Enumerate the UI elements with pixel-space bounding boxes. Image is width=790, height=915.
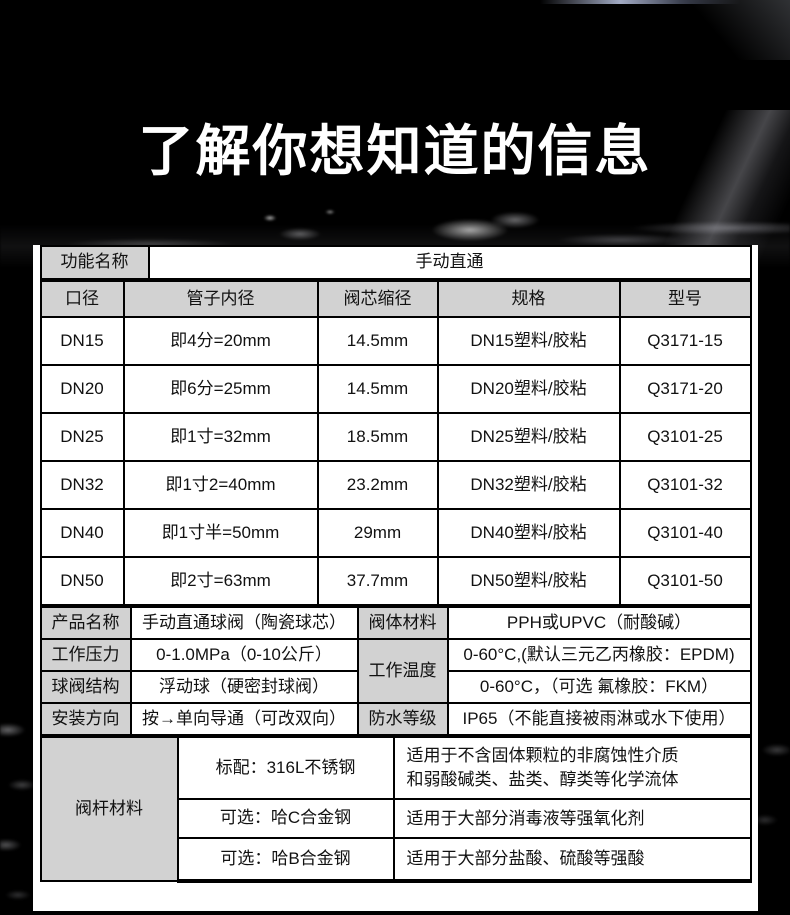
- cell-pipe-inner-diameter: 即1寸=32mm: [122, 412, 319, 462]
- row-install-direction: 安装方向 按→单向导通（可改双向） 防水等级 IP65（不能直接被雨淋或水下使用…: [39, 702, 752, 736]
- row-stem-optional-c: 可选：哈C合金钢 适用于大部分消毒液等强氧化剂: [41, 798, 752, 839]
- direction-value: 按→单向导通（可改双向）: [129, 702, 359, 736]
- water-glint-top-edge: [540, 0, 740, 4]
- structure-value: 浮动球（硬密封球阀）: [129, 670, 359, 704]
- function-name-value: 手动直通: [147, 245, 752, 280]
- cell-caliber: DN20: [39, 364, 125, 414]
- row-stem-standard: 阀杆材料 标配：316L不锈钢 适用于不含固体颗粒的非腐蚀性介质和弱酸碱类、盐类…: [39, 736, 752, 882]
- stem-material-table: 阀杆材料 标配：316L不锈钢 适用于不含固体颗粒的非腐蚀性介质和弱酸碱类、盐类…: [39, 736, 752, 883]
- stem-option-application: 适用于大部分盐酸、硫酸等强酸: [392, 837, 752, 883]
- cell-specification: DN25塑料/胶粘: [436, 412, 621, 462]
- pressure-label: 工作压力: [39, 638, 132, 672]
- cell-model: Q3101-32: [618, 460, 752, 510]
- cell-pipe-inner-diameter: 即1寸2=40mm: [122, 460, 319, 510]
- cell-model: Q3101-50: [618, 556, 752, 606]
- spec-panel: 功能名称 手动直通 口径 管子内径 阀芯缩径 规格 型号 DN1: [33, 245, 758, 911]
- cell-specification: DN32塑料/胶粘: [436, 460, 621, 510]
- row-valve-structure: 球阀结构 浮动球（硬密封球阀） 0-60°C，（可选 氟橡胶：FKM）: [39, 670, 752, 704]
- spec-row-dn50: DN50 即2寸=63mm 37.7mm DN50塑料/胶粘 Q3101-50: [39, 556, 752, 606]
- stem-material-label: 阀杆材料: [39, 736, 179, 882]
- cell-pipe-inner-diameter: 即6分=25mm: [122, 364, 319, 414]
- cell-model: Q3101-25: [618, 412, 752, 462]
- header-core-reduction: 阀芯缩径: [316, 280, 439, 318]
- temperature-default-value: 0-60°C,(默认三元乙丙橡胶：EPDM): [446, 638, 752, 672]
- spec-header-row: 口径 管子内径 阀芯缩径 规格 型号: [39, 280, 752, 318]
- temperature-optional-value: 0-60°C，（可选 氟橡胶：FKM）: [446, 670, 752, 704]
- stem-option-name: 可选：哈B合金钢: [176, 837, 395, 883]
- page-title: 了解你想知道的信息: [138, 120, 652, 182]
- cell-core-reduction: 18.5mm: [316, 412, 439, 462]
- row-product-name: 产品名称 手动直通球阀（陶瓷球芯） 阀体材料 PPH或UPVC（耐酸碱）: [39, 606, 752, 640]
- temperature-label: 工作温度: [356, 638, 449, 704]
- function-name-table: 功能名称 手动直通: [39, 245, 752, 280]
- spec-row-dn20: DN20 即6分=25mm 14.5mm DN20塑料/胶粘 Q3171-20: [39, 364, 752, 414]
- header-model: 型号: [618, 280, 752, 318]
- cell-pipe-inner-diameter: 即4分=20mm: [122, 316, 319, 366]
- cell-specification: DN20塑料/胶粘: [436, 364, 621, 414]
- cell-pipe-inner-diameter: 即2寸=63mm: [122, 556, 319, 606]
- cell-core-reduction: 29mm: [316, 508, 439, 558]
- cell-specification: DN50塑料/胶粘: [436, 556, 621, 606]
- spec-row-dn15: DN15 即4分=20mm 14.5mm DN15塑料/胶粘 Q3171-15: [39, 316, 752, 366]
- cell-model: Q3171-15: [618, 316, 752, 366]
- cell-pipe-inner-diameter: 即1寸半=50mm: [122, 508, 319, 558]
- cell-core-reduction: 37.7mm: [316, 556, 439, 606]
- water-texture-top-right: [670, 0, 790, 60]
- cell-specification: DN15塑料/胶粘: [436, 316, 621, 366]
- body-material-label: 阀体材料: [356, 606, 449, 640]
- waterproof-value: IP65（不能直接被雨淋或水下使用）: [446, 702, 752, 736]
- stem-option-application: 适用于不含固体颗粒的非腐蚀性介质和弱酸碱类、盐类、醇类等化学流体: [392, 736, 752, 800]
- row-working-pressure: 工作压力 0-1.0MPa（0-10公斤） 工作温度 0-60°C,(默认三元乙…: [39, 638, 752, 704]
- cell-core-reduction: 23.2mm: [316, 460, 439, 510]
- structure-label: 球阀结构: [39, 670, 132, 704]
- waterproof-label: 防水等级: [356, 702, 449, 736]
- cell-core-reduction: 14.5mm: [316, 316, 439, 366]
- cell-caliber: DN32: [39, 460, 125, 510]
- cell-caliber: DN40: [39, 508, 125, 558]
- row-stem-optional-b: 可选：哈B合金钢 适用于大部分盐酸、硫酸等强酸: [41, 837, 752, 883]
- cell-model: Q3171-20: [618, 364, 752, 414]
- body-material-value: PPH或UPVC（耐酸碱）: [446, 606, 752, 640]
- header-caliber: 口径: [39, 280, 125, 318]
- cell-caliber: DN15: [39, 316, 125, 366]
- size-spec-table: 口径 管子内径 阀芯缩径 规格 型号 DN15 即4分=20mm 14.5mm …: [39, 280, 752, 606]
- stem-option-name: 可选：哈C合金钢: [176, 798, 395, 839]
- function-name-label: 功能名称: [39, 245, 150, 280]
- spec-row-dn32: DN32 即1寸2=40mm 23.2mm DN32塑料/胶粘 Q3101-32: [39, 460, 752, 510]
- cell-model: Q3101-40: [618, 508, 752, 558]
- function-name-row: 功能名称 手动直通: [39, 245, 752, 280]
- pressure-value: 0-1.0MPa（0-10公斤）: [129, 638, 359, 672]
- properties-table: 产品名称 手动直通球阀（陶瓷球芯） 阀体材料 PPH或UPVC（耐酸碱） 工作压…: [39, 606, 752, 736]
- header-specification: 规格: [436, 280, 621, 318]
- cell-caliber: DN25: [39, 412, 125, 462]
- direction-label: 安装方向: [39, 702, 132, 736]
- cell-specification: DN40塑料/胶粘: [436, 508, 621, 558]
- water-texture-bottom-right: [757, 700, 790, 915]
- cell-core-reduction: 14.5mm: [316, 364, 439, 414]
- water-texture-bottom-left: [0, 690, 33, 915]
- stem-option-application: 适用于大部分消毒液等强氧化剂: [392, 798, 752, 839]
- spec-row-dn25: DN25 即1寸=32mm 18.5mm DN25塑料/胶粘 Q3101-25: [39, 412, 752, 462]
- header-pipe-inner-diameter: 管子内径: [122, 280, 319, 318]
- spec-row-dn40: DN40 即1寸半=50mm 29mm DN40塑料/胶粘 Q3101-40: [39, 508, 752, 558]
- stem-option-name: 标配：316L不锈钢: [176, 736, 395, 800]
- product-name-value: 手动直通球阀（陶瓷球芯）: [129, 606, 359, 640]
- product-name-label: 产品名称: [39, 606, 132, 640]
- cell-caliber: DN50: [39, 556, 125, 606]
